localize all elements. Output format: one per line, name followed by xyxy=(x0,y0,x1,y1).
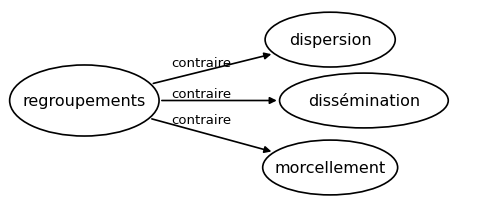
Text: contraire: contraire xyxy=(171,114,231,127)
Text: contraire: contraire xyxy=(171,57,231,70)
Text: morcellement: morcellement xyxy=(275,160,386,175)
Text: regroupements: regroupements xyxy=(23,94,146,108)
Text: dissémination: dissémination xyxy=(308,94,420,108)
Text: dispersion: dispersion xyxy=(289,33,372,48)
Text: contraire: contraire xyxy=(171,87,231,100)
